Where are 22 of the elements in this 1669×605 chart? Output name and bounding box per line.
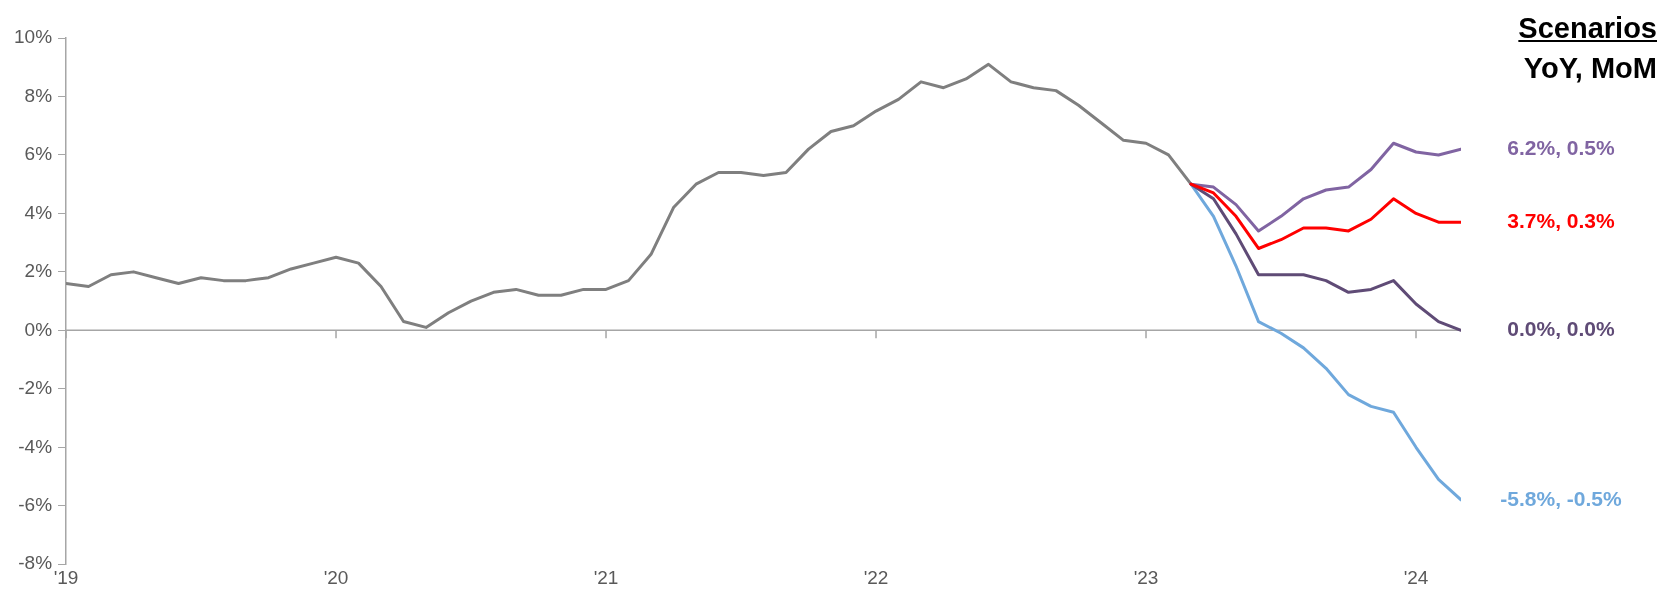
x-tick-label: '23 (1133, 566, 1159, 588)
text: Scenarios (1518, 11, 1657, 46)
y-tick-label: 6% (24, 143, 53, 165)
x-tick-label: '24 (1403, 566, 1429, 588)
y-tick-label: -2% (18, 377, 53, 399)
y-tick-label: 8% (24, 84, 53, 106)
y-tick-label: 4% (24, 201, 53, 223)
y-tick-label: 0% (24, 318, 53, 340)
text: 6.2%, 0.5% (1507, 135, 1616, 159)
text: YoY, MoM (1522, 51, 1657, 86)
y-tick-label: -8% (18, 552, 53, 574)
text: 3.7%, 0.3% (1507, 208, 1616, 232)
x-tick-label: '21 (593, 566, 619, 588)
y-tick-label: 2% (24, 260, 53, 282)
y-tick-label: -6% (18, 493, 53, 515)
x-tick-label: '20 (323, 566, 349, 588)
x-tick-label: '19 (53, 566, 79, 588)
x-tick-label: '22 (863, 566, 889, 588)
series-label: -5.8%, -0.5% (1500, 486, 1623, 510)
y-tick-label: -4% (18, 435, 53, 457)
text: 0.0%, 0.0% (1507, 317, 1616, 341)
y-tick-label: 10% (14, 26, 53, 48)
